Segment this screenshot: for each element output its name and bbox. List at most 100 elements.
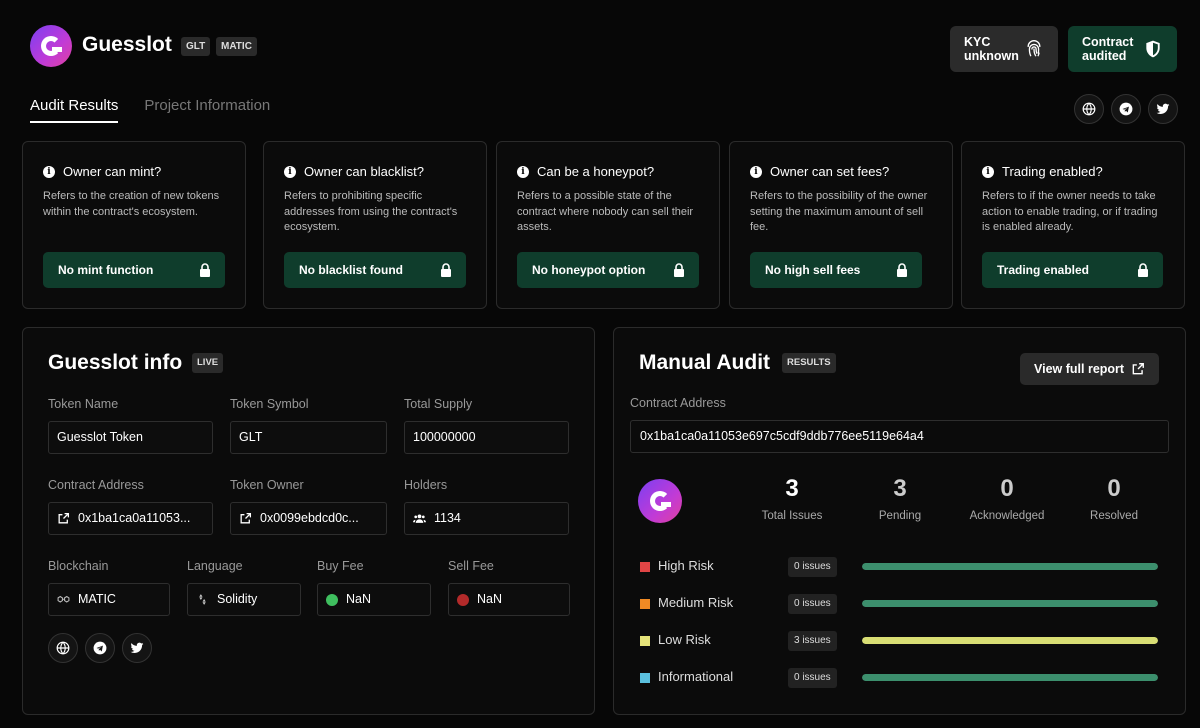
info-twitter-link[interactable] — [122, 633, 152, 663]
risk-row-low: Low Risk 3 issues — [640, 631, 1160, 651]
contract-address-label: Contract Address — [48, 478, 144, 492]
shield-icon — [1146, 40, 1160, 58]
audit-contract-address-field: 0x1ba1ca0a11053e697c5cdf9ddb776ee5119e64… — [630, 420, 1169, 453]
blockchain-field: MATIC — [48, 583, 170, 616]
info-website-link[interactable] — [48, 633, 78, 663]
globe-icon — [1082, 102, 1096, 116]
check-result: No high sell fees — [750, 252, 922, 288]
check-result: No honeypot option — [517, 252, 699, 288]
token-name-label: Token Name — [48, 397, 119, 411]
info-telegram-link[interactable] — [85, 633, 115, 663]
guesslot-logo — [30, 25, 72, 67]
total-supply-label: Total Supply — [404, 397, 473, 411]
stat-total-issues: 3 Total Issues — [761, 475, 823, 522]
info-icon: i — [982, 165, 994, 178]
check-result: Trading enabled — [982, 252, 1163, 288]
token-owner-link[interactable]: 0x0099ebdcd0c... — [230, 502, 387, 535]
medium-risk-marker — [640, 599, 650, 609]
info-icon: i — [284, 165, 296, 178]
view-full-report-button[interactable]: View full report — [1020, 353, 1159, 385]
check-result: No mint function — [43, 252, 225, 288]
risk-row-medium: Medium Risk 0 issues — [640, 594, 1160, 614]
lock-icon — [674, 263, 684, 277]
symbol-tag: GLT — [181, 37, 211, 56]
low-risk-bar — [862, 637, 1158, 644]
check-title: Owner can blacklist? — [304, 164, 424, 179]
token-owner-label: Token Owner — [230, 478, 304, 492]
check-title: Owner can mint? — [63, 164, 162, 179]
tab-bar: Audit Results Project Information — [30, 97, 270, 123]
lock-icon — [1138, 263, 1148, 277]
high-risk-marker — [640, 562, 650, 572]
contract-audited-badge[interactable]: Contract audited — [1068, 26, 1177, 72]
users-icon — [413, 514, 426, 523]
project-name: Guesslot — [82, 33, 172, 56]
telegram-link[interactable] — [1111, 94, 1141, 124]
telegram-icon — [93, 641, 107, 655]
stat-acknowledged: 0 Acknowledged — [969, 475, 1045, 522]
live-tag: LIVE — [192, 353, 224, 373]
fingerprint-icon — [1027, 40, 1041, 57]
external-link-icon — [240, 512, 252, 524]
sell-fee-field: NaN — [448, 583, 570, 616]
check-description: Refers to the possibility of the owner s… — [750, 190, 928, 233]
website-link[interactable] — [1074, 94, 1104, 124]
lock-icon — [441, 263, 451, 277]
solidity-icon — [199, 594, 206, 605]
audit-contract-address-label: Contract Address — [630, 396, 726, 410]
check-description: Refers to a possible state of the contra… — [517, 190, 694, 233]
check-card-trading: i Trading enabled? Refers to if the owner… — [961, 141, 1185, 309]
informational-marker — [640, 673, 650, 683]
check-card-mint: i Owner can mint? Refers to the creation … — [22, 141, 246, 309]
audited-label: Contract audited — [1082, 35, 1134, 63]
stat-resolved: 0 Resolved — [1090, 475, 1138, 522]
language-field: Solidity — [187, 583, 301, 616]
informational-bar — [862, 674, 1158, 681]
guesslot-logo — [638, 479, 682, 523]
buy-fee-label: Buy Fee — [317, 559, 364, 573]
total-supply-field: 100000000 — [404, 421, 569, 454]
low-risk-marker — [640, 636, 650, 646]
check-description: Refers to if the owner needs to take act… — [982, 190, 1158, 233]
holders-field: 1134 — [404, 502, 569, 535]
sell-fee-label: Sell Fee — [448, 559, 494, 573]
check-title: Trading enabled? — [1002, 164, 1103, 179]
kyc-label: KYC unknown — [964, 35, 1019, 63]
lock-icon — [897, 263, 907, 277]
tab-audit-results[interactable]: Audit Results — [30, 97, 119, 123]
manual-audit-panel: Manual Audit RESULTS View full report Co… — [613, 327, 1186, 715]
external-link-icon — [58, 512, 70, 524]
audit-title: Manual Audit — [639, 351, 771, 374]
sell-fee-indicator — [457, 593, 469, 606]
check-description: Refers to the creation of new tokens wit… — [43, 190, 220, 218]
risk-row-high: High Risk 0 issues — [640, 557, 1160, 577]
polygon-icon — [57, 595, 70, 603]
risk-row-informational: Informational 0 issues — [640, 668, 1160, 688]
twitter-icon — [1156, 103, 1170, 115]
twitter-icon — [130, 642, 144, 654]
lock-icon — [200, 263, 210, 277]
tab-project-information[interactable]: Project Information — [144, 97, 271, 114]
holders-label: Holders — [404, 478, 448, 492]
check-result: No blacklist found — [284, 252, 466, 288]
results-tag: RESULTS — [782, 353, 836, 373]
check-card-fees: i Owner can set fees? Refers to the possi… — [729, 141, 953, 309]
external-link-icon — [1132, 363, 1144, 375]
twitter-link[interactable] — [1148, 94, 1178, 124]
blockchain-label: Blockchain — [48, 559, 109, 573]
check-card-honeypot: i Can be a honeypot? Refers to a possible… — [496, 141, 720, 309]
buy-fee-indicator — [326, 593, 338, 606]
buy-fee-field: NaN — [317, 583, 431, 616]
kyc-badge[interactable]: KYC unknown — [950, 26, 1058, 72]
token-symbol-field: GLT — [230, 421, 387, 454]
high-risk-bar — [862, 563, 1158, 570]
check-title: Can be a honeypot? — [537, 164, 655, 179]
contract-address-link[interactable]: 0x1ba1ca0a11053... — [48, 502, 213, 535]
check-description: Refers to prohibiting specific addresses… — [284, 190, 458, 233]
language-label: Language — [187, 559, 243, 573]
info-icon: i — [750, 165, 762, 178]
info-icon: i — [517, 165, 529, 178]
token-name-field: Guesslot Token — [48, 421, 213, 454]
check-card-blacklist: i Owner can blacklist? Refers to prohibit… — [263, 141, 487, 309]
medium-risk-bar — [862, 600, 1158, 607]
